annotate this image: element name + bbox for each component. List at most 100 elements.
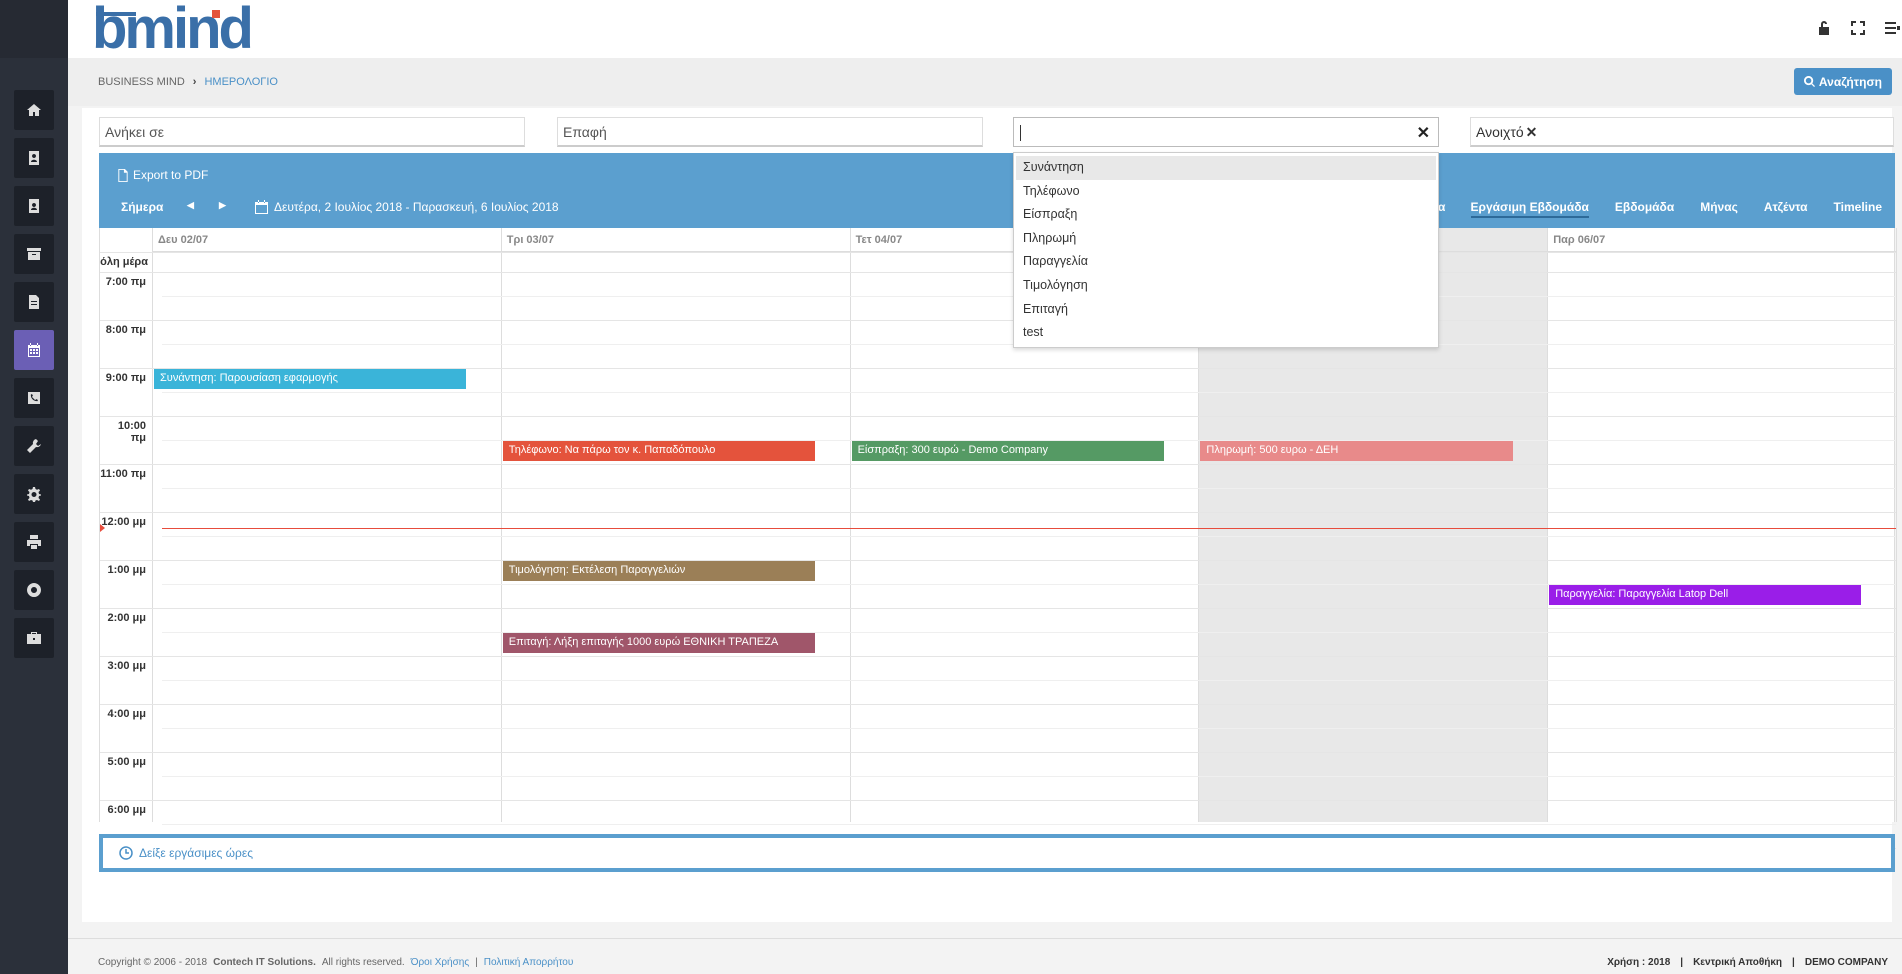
remove-chip-icon[interactable]: ✕ xyxy=(1525,124,1538,140)
view-tab[interactable]: Timeline xyxy=(1833,200,1882,214)
hour-line xyxy=(100,704,1896,705)
hour-line xyxy=(100,416,1896,417)
nav-archive[interactable] xyxy=(14,234,54,274)
footer: Copyright © 2006 - 2018 Contech IT Solut… xyxy=(68,938,1902,974)
hour-line xyxy=(100,320,1896,321)
fiscal-year: Χρήση : 2018 xyxy=(1607,957,1671,968)
privacy-link[interactable]: Πολιτική Απορρήτου xyxy=(483,957,574,968)
search-button-label: Αναζήτηση xyxy=(1818,74,1882,89)
clear-icon[interactable]: ✕ xyxy=(1416,125,1430,142)
nav-phone[interactable] xyxy=(14,378,54,418)
dropdown-option[interactable]: Παραγγελία xyxy=(1023,254,1088,269)
nav-support[interactable] xyxy=(14,570,54,610)
calendar-event[interactable]: Είσπραξη: 300 ευρώ - Demo Company xyxy=(851,441,1164,461)
day-header: Δευ 02/07 xyxy=(152,228,501,252)
calendar: Export to PDF Σήμερα ◀ ▶ Δευτέρα, 2 Ιουλ… xyxy=(99,153,1897,899)
calendar-event[interactable]: Επιταγή: Λήξη επιταγής 1000 ευρώ ΕΘΝΙΚΗ … xyxy=(502,633,815,653)
nav-persons[interactable] xyxy=(14,186,54,226)
search-button[interactable]: Αναζήτηση xyxy=(1793,68,1892,95)
dropdown-option[interactable]: Συνάντηση xyxy=(1016,156,1436,180)
hour-line xyxy=(100,368,1896,369)
column-divider xyxy=(1896,228,1897,822)
half-hour-line xyxy=(162,392,1896,393)
hour-line xyxy=(100,608,1896,609)
breadcrumb-current[interactable]: ΗΜΕΡΟΛΟΓΙΟ xyxy=(204,76,278,88)
next-button[interactable]: ▶ xyxy=(219,200,226,210)
calendar-event[interactable]: Πληρωμή: 500 ευρω - ΔΕΗ xyxy=(1200,441,1513,461)
dropdown-option[interactable]: Πληρωμή xyxy=(1023,230,1077,245)
calendar-icon xyxy=(255,200,268,214)
today-button[interactable]: Σήμερα xyxy=(121,200,164,214)
column-divider xyxy=(152,228,153,822)
half-hour-line xyxy=(162,824,1896,825)
all-day-border xyxy=(100,272,1896,273)
half-hour-line xyxy=(162,728,1896,729)
hour-line xyxy=(100,560,1896,561)
calendar-event[interactable]: Συνάντηση: Παρουσίαση εφαρμογής xyxy=(154,369,467,389)
calendar-event[interactable]: Τηλέφωνο: Να πάρω τον κ. Παπαδόπουλο xyxy=(502,441,815,461)
status-filter[interactable]: Ανοιχτό ✕ xyxy=(1470,117,1894,147)
nav-tools[interactable] xyxy=(14,426,54,466)
all-day-label: όλη μέρα xyxy=(100,256,148,268)
show-working-hours-button[interactable]: Δείξε εργάσιμες ώρες xyxy=(99,834,1895,872)
view-tab[interactable]: Εργάσιμη Εβδομάδα xyxy=(1470,200,1589,218)
export-pdf-button[interactable]: Export to PDF xyxy=(117,168,208,182)
time-label: 12:00 μμ xyxy=(101,516,146,528)
breadcrumb-root[interactable]: BUSINESS MIND xyxy=(98,76,185,88)
search-icon xyxy=(1803,76,1815,87)
view-tab[interactable]: Ατζέντα xyxy=(1763,200,1808,214)
footer-company: Contech IT Solutions. xyxy=(213,957,316,968)
header-icons xyxy=(1814,18,1902,38)
hour-line xyxy=(100,512,1896,513)
person-card-icon xyxy=(29,199,39,213)
nav-contacts[interactable] xyxy=(14,138,54,178)
view-tab[interactable]: Εβδομάδα xyxy=(1614,200,1675,214)
calendar-event[interactable]: Παραγγελία: Παραγγελία Latop Dell xyxy=(1549,585,1862,605)
footer-divider: | xyxy=(475,957,478,968)
type-dropdown-list: Συνάντηση Τηλέφωνο Είσπραξη Πληρωμή Παραγγελ… xyxy=(1013,152,1439,348)
nav-print[interactable] xyxy=(14,522,54,562)
archive-icon xyxy=(27,248,41,260)
view-tab[interactable]: Μήνας xyxy=(1700,200,1738,214)
footer-left: Copyright © 2006 - 2018 Contech IT Solut… xyxy=(98,957,573,968)
bmind-logo[interactable]: bmind xyxy=(92,0,292,61)
dropdown-option[interactable]: Τιμολόγηση xyxy=(1023,277,1088,292)
footer-right: Χρήση : 2018 | Κεντρική Αποθήκη | DEMO C… xyxy=(1607,957,1888,968)
pdf-icon xyxy=(118,168,128,182)
nav-calendar[interactable] xyxy=(14,330,54,370)
footer-divider: | xyxy=(1680,957,1684,968)
contact-filter[interactable]: Επαφή xyxy=(557,117,983,147)
breadcrumb-separator: › xyxy=(192,76,197,88)
nav-documents[interactable] xyxy=(14,282,54,322)
status-chip-label: Ανοιχτό xyxy=(1476,124,1524,140)
briefcase-icon xyxy=(27,632,41,644)
dropdown-option[interactable]: Επιταγή xyxy=(1023,301,1068,316)
date-range[interactable]: Δευτέρα, 2 Ιουλίος 2018 - Παρασκευή, 6 Ι… xyxy=(255,200,559,214)
type-filter-input[interactable]: ✕ xyxy=(1013,117,1439,147)
dropdown-option[interactable]: test xyxy=(1023,325,1044,340)
menu-toggle-icon[interactable] xyxy=(1882,18,1902,38)
dropdown-option[interactable]: Τηλέφωνο xyxy=(1023,183,1080,198)
date-range-text: Δευτέρα, 2 Ιουλίος 2018 - Παρασκευή, 6 Ι… xyxy=(274,200,559,214)
sidebar-top xyxy=(0,0,68,58)
belongs-to-filter[interactable]: Ανήκει σε xyxy=(99,117,525,147)
calendar-event[interactable]: Τιμολόγηση: Εκτέλεση Παραγγελιών xyxy=(502,561,815,581)
day-header: Τρι 03/07 xyxy=(500,228,850,252)
prev-button[interactable]: ◀ xyxy=(187,200,194,210)
time-label: 5:00 μμ xyxy=(107,756,146,768)
nav-home[interactable] xyxy=(14,90,54,130)
terms-link[interactable]: Όροι Χρήσης xyxy=(410,957,470,968)
dropdown-option[interactable]: Είσπραξη xyxy=(1023,207,1078,222)
contact-placeholder: Επαφή xyxy=(563,124,607,140)
document-icon xyxy=(29,295,39,309)
column-divider xyxy=(1198,228,1200,822)
unlock-icon[interactable] xyxy=(1814,18,1834,38)
warehouse: Κεντρική Αποθήκη xyxy=(1693,957,1783,968)
calendar-toolbar: Export to PDF Σήμερα ◀ ▶ Δευτέρα, 2 Ιουλ… xyxy=(99,153,1895,228)
nav-settings[interactable] xyxy=(14,474,54,514)
nav-toolbox[interactable] xyxy=(14,618,54,658)
column-divider xyxy=(849,228,851,822)
time-label: 1:00 μμ xyxy=(107,564,146,576)
fullscreen-icon[interactable] xyxy=(1848,18,1868,38)
column-divider xyxy=(500,228,502,822)
